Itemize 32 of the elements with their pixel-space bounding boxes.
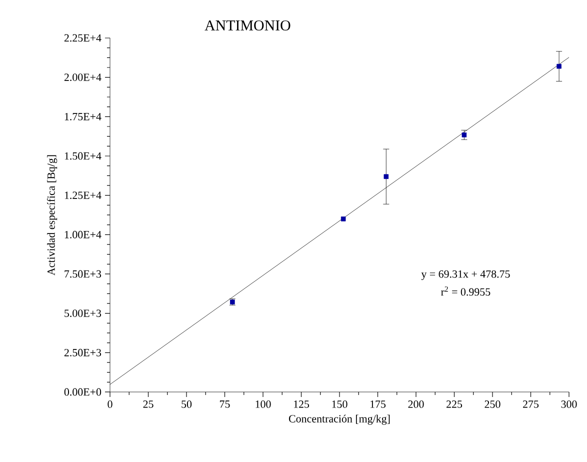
x-tick-label: 75 — [220, 400, 230, 408]
y-tick-label: 1.25E+4 — [64, 192, 102, 200]
y-tick-label: 7.50E+3 — [64, 270, 102, 278]
chart-title: ANTIMONIO — [204, 20, 290, 30]
annotation: r$^{2}$ = 0.9955 — [441, 286, 490, 296]
x-tick-label: 175 — [370, 400, 386, 408]
y-tick-label: 5.00E+3 — [64, 310, 102, 318]
x-tick-label: 225 — [446, 400, 462, 408]
y-tick-label: 1.50E+4 — [64, 152, 102, 160]
x-tick-label: 275 — [523, 400, 539, 408]
x-tick-label: 250 — [484, 400, 500, 408]
point — [340, 216, 346, 222]
x-tick-label: 25 — [143, 400, 154, 408]
x-tick-label: 300 — [561, 400, 577, 408]
y-tick-label: 2.25E+4 — [64, 34, 102, 42]
x-tick-label: 125 — [294, 400, 310, 408]
y-tick-label: 2.50E+3 — [64, 348, 102, 356]
x-tick-label: 50 — [182, 400, 192, 408]
y-tick-label: 1.00E+4 — [64, 230, 102, 238]
annotation: y = 69.31x + 478.75 — [421, 270, 510, 280]
x-tick-label: 150 — [332, 400, 348, 408]
x-tick-label: 0 — [108, 400, 112, 408]
y-axis-title: Actividad específica [Bq/g] — [47, 155, 58, 276]
y-tick-label: 2.00E+4 — [64, 74, 102, 82]
x-axis-title: Concentración [mg/kg] — [288, 414, 390, 425]
point — [384, 174, 389, 179]
y-tick-label: 0.00E+0 — [64, 388, 102, 396]
point — [462, 132, 467, 138]
point — [556, 64, 562, 69]
x-tick-label: 200 — [408, 400, 424, 408]
x-tick-label: 100 — [256, 400, 271, 408]
y-tick-label: 1.75E+4 — [64, 112, 102, 120]
